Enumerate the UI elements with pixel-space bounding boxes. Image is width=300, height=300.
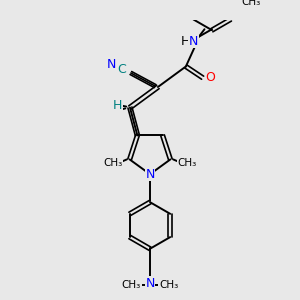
Text: CH₃: CH₃ xyxy=(103,158,122,168)
Text: CH₃: CH₃ xyxy=(178,158,197,168)
Text: CH₃: CH₃ xyxy=(159,280,178,290)
Text: N: N xyxy=(145,277,155,290)
Text: N: N xyxy=(106,58,116,71)
Text: N: N xyxy=(189,35,198,48)
Text: H: H xyxy=(181,35,190,48)
Text: O: O xyxy=(205,71,215,84)
Text: N: N xyxy=(145,168,155,181)
Text: H: H xyxy=(112,103,122,116)
Text: H: H xyxy=(113,99,122,112)
Text: C: C xyxy=(117,63,126,76)
Text: CH₃: CH₃ xyxy=(242,0,261,7)
Text: CH₃: CH₃ xyxy=(122,280,141,290)
